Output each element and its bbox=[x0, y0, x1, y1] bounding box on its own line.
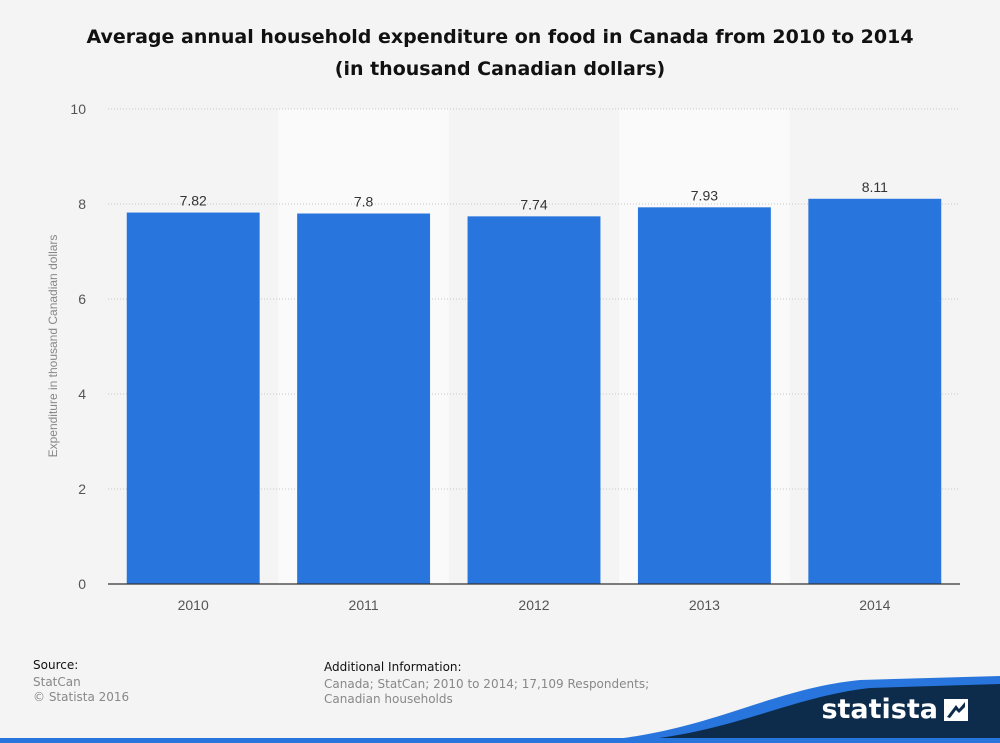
bar bbox=[637, 207, 771, 584]
y-tick-label: 8 bbox=[78, 196, 86, 212]
bar-value-label: 7.8 bbox=[354, 194, 374, 210]
y-axis-title: Expenditure in thousand Canadian dollars bbox=[46, 235, 60, 458]
y-tick-label: 0 bbox=[78, 576, 86, 592]
additional-info-text: Canada; StatCan; 2010 to 2014; 17,109 Re… bbox=[324, 677, 650, 706]
chart-title: Average annual household expenditure on … bbox=[86, 26, 914, 48]
statista-logo[interactable]: statista bbox=[821, 694, 938, 725]
y-axis: 0 2 4 6 8 10 bbox=[70, 101, 86, 592]
additional-info-block: Additional Information: Canada; StatCan;… bbox=[324, 660, 704, 707]
bar-value-label: 7.93 bbox=[691, 187, 718, 203]
x-tick-label: 2011 bbox=[349, 597, 379, 613]
bar bbox=[467, 216, 601, 584]
x-axis: 2010 2011 2012 2013 2014 bbox=[108, 583, 960, 613]
copyright-line: © Statista 2016 bbox=[33, 690, 130, 704]
bars bbox=[126, 198, 942, 585]
y-tick-label: 2 bbox=[78, 481, 86, 497]
chart-subtitle: (in thousand Canadian dollars) bbox=[334, 58, 666, 80]
y-tick-label: 6 bbox=[78, 291, 86, 307]
bar bbox=[126, 212, 260, 585]
bar-value-label: 7.74 bbox=[520, 196, 547, 212]
statista-logo-icon bbox=[944, 699, 968, 721]
bar-value-label: 7.82 bbox=[180, 193, 207, 209]
source-block: Source: StatCan © Statista 2016 bbox=[33, 658, 129, 705]
x-tick-label: 2012 bbox=[518, 597, 549, 613]
additional-info-heading: Additional Information: bbox=[324, 660, 462, 674]
footer-dark-swoosh bbox=[590, 684, 1000, 743]
y-tick-label: 4 bbox=[78, 386, 86, 402]
x-tick-label: 2010 bbox=[178, 597, 209, 613]
x-tick-label: 2014 bbox=[859, 597, 890, 613]
bar bbox=[808, 198, 942, 584]
bar bbox=[297, 213, 431, 584]
footer-bottom-line bbox=[0, 738, 1000, 743]
y-tick-label: 10 bbox=[70, 101, 86, 117]
x-tick-label: 2013 bbox=[689, 597, 720, 613]
data-labels: 7.82 7.8 7.74 7.93 8.11 bbox=[180, 179, 889, 213]
source-heading: Source: bbox=[33, 658, 79, 672]
source-line: StatCan bbox=[33, 675, 81, 689]
bar-value-label: 8.11 bbox=[862, 179, 888, 195]
